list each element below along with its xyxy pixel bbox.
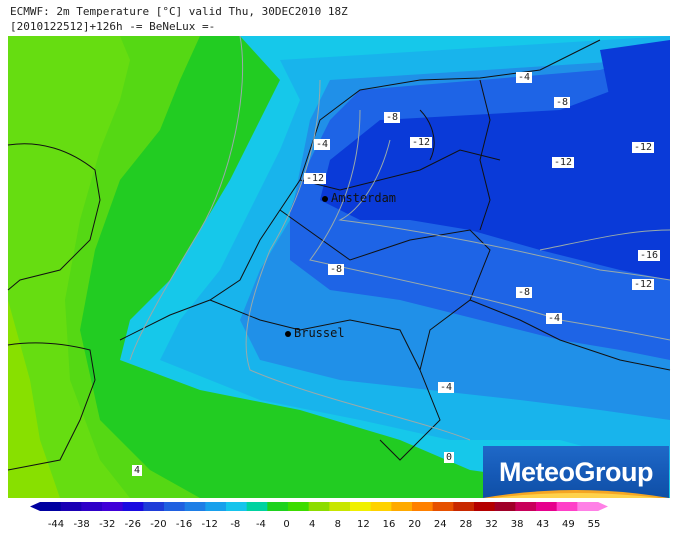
map-header: ECMWF: 2m Temperature [°C] valid Thu, 30…: [8, 4, 580, 36]
contour-label: -8: [384, 112, 401, 123]
colorbar-swatch: [474, 502, 496, 511]
header-line2: [2010122512]+126h -= BeNeLux =-: [10, 20, 216, 33]
contour-label: -12: [632, 279, 655, 290]
colorbar-swatch: [40, 502, 62, 511]
colorbar-swatch: [122, 502, 144, 511]
colorbar-swatch: [102, 502, 124, 511]
colorbar-swatch: [515, 502, 537, 511]
colorbar-tick-label: 28: [460, 519, 473, 530]
contour-label: -4: [546, 313, 563, 324]
colorbar-swatch: [205, 502, 227, 511]
logo-arc-icon: [483, 490, 669, 498]
colorbar-swatch: [164, 502, 186, 511]
colorbar-tick-label: -32: [99, 519, 115, 530]
temperature-colorbar: -44 -38 -32 -26 -20 -16 -12 -8 -4 0 4 8 12 16 20 24 28 32…: [30, 502, 608, 530]
colorbar-swatch: [412, 502, 434, 511]
colorbar-tick-label: 12: [357, 519, 370, 530]
logo-text: MeteoGroup: [499, 456, 654, 487]
colorbar-swatch: [494, 502, 516, 511]
colorbar-tick-label: -4: [256, 519, 266, 530]
colorbar-swatch: [577, 502, 599, 511]
colorbar-swatch: [246, 502, 268, 511]
colorbar-tick-label: 43: [536, 519, 549, 530]
colorbar-tick-label: 0: [283, 519, 289, 530]
colorbar-tick-label: 55: [588, 519, 601, 530]
colorbar-tick-label: -20: [150, 519, 166, 530]
colorbar-swatch: [226, 502, 248, 511]
colorbar-tick-label: 16: [383, 519, 396, 530]
colorbar-tick-label: -12: [202, 519, 218, 530]
colorbar-swatch: [370, 502, 392, 511]
contour-label: -4: [438, 382, 455, 393]
colorbar-swatch: [329, 502, 351, 511]
colorbar-tick-label: 24: [434, 519, 447, 530]
contour-label: -8: [516, 287, 533, 298]
colorbar-tick-label: -44: [48, 519, 64, 530]
colorbar-tick-label: -38: [73, 519, 89, 530]
header-line1: ECMWF: 2m Temperature [°C] valid Thu, 30…: [10, 5, 348, 18]
colorbar-swatch: [432, 502, 454, 511]
colorbar-swatch: [81, 502, 103, 511]
colorbar-tick-label: 4: [309, 519, 315, 530]
colorbar-swatch: [60, 502, 82, 511]
meteogroup-logo: MeteoGroup: [483, 446, 669, 498]
colorbar-swatch: [143, 502, 165, 511]
contour-label: -8: [328, 264, 345, 275]
colorbar-swatch: [308, 502, 330, 511]
colorbar-tick-label: 8: [335, 519, 341, 530]
contour-label: -16: [638, 250, 661, 261]
colorbar-swatch: [556, 502, 578, 511]
contour-label: -4: [516, 72, 533, 83]
colorbar-tick-label: 38: [511, 519, 524, 530]
colorbar-swatch: [267, 502, 289, 511]
colorbar-tick-label: 20: [408, 519, 421, 530]
city-dot-icon: [285, 330, 291, 337]
city-amsterdam: Amsterdam: [322, 191, 396, 205]
colorbar-swatch: [453, 502, 475, 511]
colorbar-right-arrow-icon: [598, 502, 608, 511]
contour-label: -12: [632, 142, 655, 153]
city-dot-icon: [322, 195, 328, 202]
city-label: Amsterdam: [331, 191, 397, 205]
contour-label: -12: [304, 173, 327, 184]
colorbar-swatch: [184, 502, 206, 511]
contour-label: 0: [444, 452, 455, 463]
contour-label: 4: [132, 465, 143, 476]
colorbar-swatch: [288, 502, 310, 511]
contour-label: -12: [410, 137, 433, 148]
colorbar-tick-label: 49: [562, 519, 575, 530]
city-label: Brussel: [294, 326, 345, 340]
contour-label: -12: [552, 157, 575, 168]
colorbar-tick-label: -26: [125, 519, 141, 530]
colorbar-left-arrow-icon: [30, 502, 40, 511]
city-brussel: Brussel: [285, 326, 345, 340]
colorbar-swatch: [350, 502, 372, 511]
colorbar-tick-label: 32: [485, 519, 498, 530]
colorbar-tick-label: -8: [230, 519, 240, 530]
colorbar-swatch: [391, 502, 413, 511]
temperature-map: [7, 35, 671, 498]
contour-label: -4: [314, 139, 331, 150]
colorbar-tick-label: -16: [176, 519, 192, 530]
contour-label: -8: [554, 97, 571, 108]
colorbar-swatch: [536, 502, 558, 511]
